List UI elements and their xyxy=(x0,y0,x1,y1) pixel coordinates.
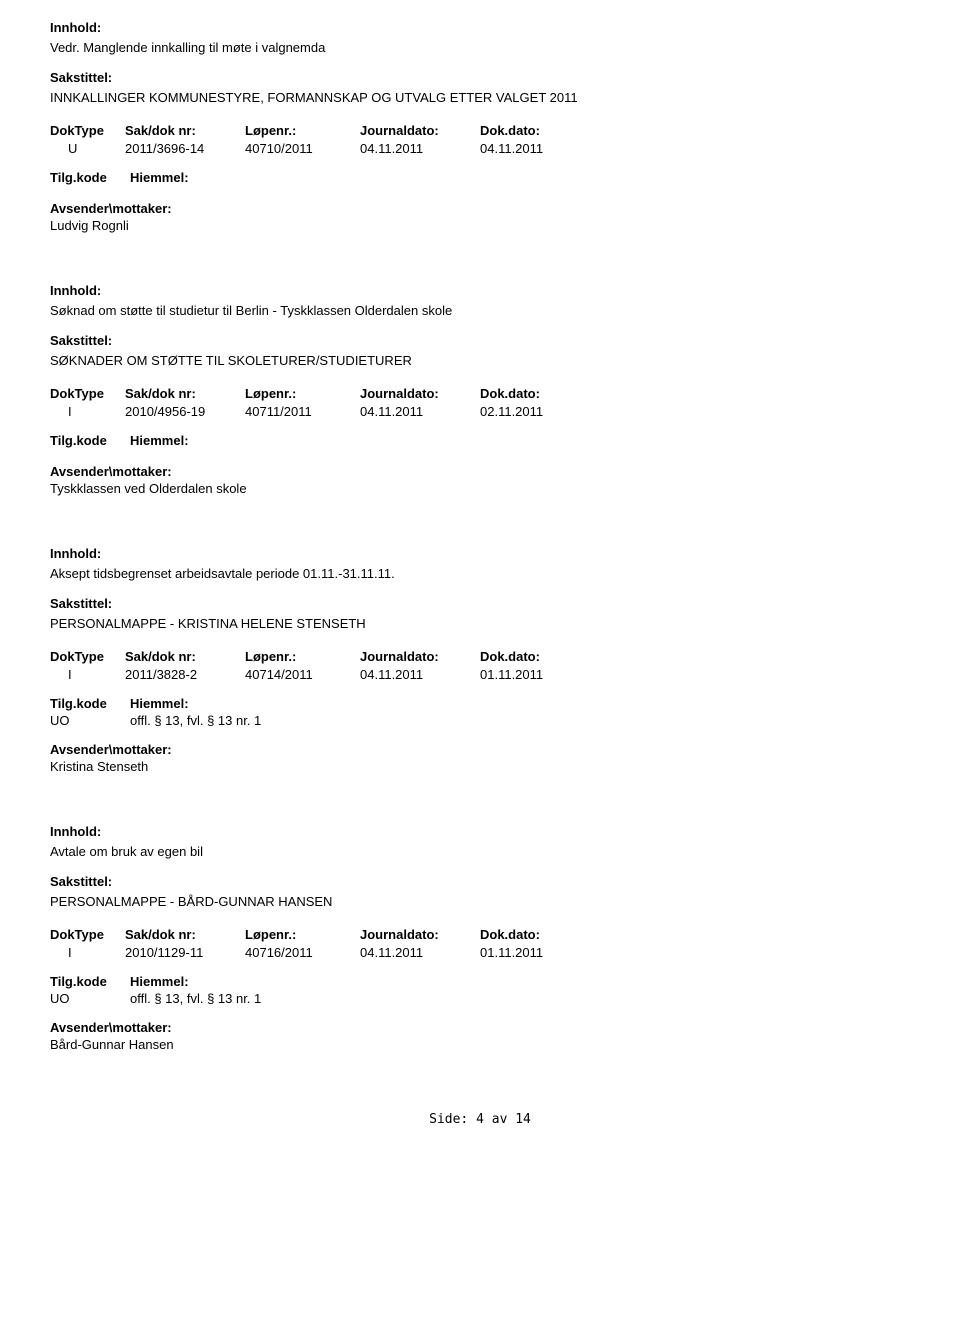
tilg-data-row: UO offl. § 13, fvl. § 13 nr. 1 xyxy=(50,991,910,1006)
document-entry: Innhold: Avtale om bruk av egen bil Saks… xyxy=(50,824,910,1052)
col-doktype-header: DokType xyxy=(50,649,125,664)
col-lopenr-header: Løpenr.: xyxy=(245,927,360,942)
hiemmel-value: offl. § 13, fvl. § 13 nr. 1 xyxy=(130,713,261,728)
avsender-label: Avsender\mottaker: xyxy=(50,1020,910,1035)
case-title: PERSONALMAPPE - BÅRD-GUNNAR HANSEN xyxy=(50,894,910,909)
content-text: Aksept tidsbegrenset arbeidsavtale perio… xyxy=(50,566,910,581)
avsender-label: Avsender\mottaker: xyxy=(50,464,910,479)
page-footer: Side: 4 av 14 xyxy=(50,1112,910,1127)
hiemmel-label: Hiemmel: xyxy=(130,696,189,711)
col-doktype-header: DokType xyxy=(50,123,125,138)
innhold-label: Innhold: xyxy=(50,20,910,35)
col-lopenr-header: Løpenr.: xyxy=(245,649,360,664)
avsender-label: Avsender\mottaker: xyxy=(50,742,910,757)
hiemmel-label: Hiemmel: xyxy=(130,974,189,989)
lopenr-value: 40710/2011 xyxy=(245,141,360,156)
content-text: Søknad om støtte til studietur til Berli… xyxy=(50,303,910,318)
col-doktype-header: DokType xyxy=(50,386,125,401)
tilg-header-row: Tilg.kode Hiemmel: xyxy=(50,433,910,448)
journaldato-value: 04.11.2011 xyxy=(360,945,480,960)
sender-name: Kristina Stenseth xyxy=(50,759,910,774)
innhold-label: Innhold: xyxy=(50,546,910,561)
sakstittel-label: Sakstittel: xyxy=(50,333,910,348)
doktype-value: I xyxy=(50,667,125,682)
col-saknr-header: Sak/dok nr: xyxy=(125,649,245,664)
saknr-value: 2011/3828-2 xyxy=(125,667,245,682)
journaldato-value: 04.11.2011 xyxy=(360,404,480,419)
sender-name: Tyskklassen ved Olderdalen skole xyxy=(50,481,910,496)
document-entry: Innhold: Vedr. Manglende innkalling til … xyxy=(50,20,910,233)
hiemmel-value: offl. § 13, fvl. § 13 nr. 1 xyxy=(130,991,261,1006)
sender-name: Ludvig Rognli xyxy=(50,218,910,233)
col-journaldato-header: Journaldato: xyxy=(360,927,480,942)
table-data-row: U 2011/3696-14 40710/2011 04.11.2011 04.… xyxy=(50,141,910,156)
lopenr-value: 40714/2011 xyxy=(245,667,360,682)
innhold-label: Innhold: xyxy=(50,283,910,298)
tilgcode-value: UO xyxy=(50,991,130,1006)
table-data-row: I 2010/4956-19 40711/2011 04.11.2011 02.… xyxy=(50,404,910,419)
doktype-value: I xyxy=(50,404,125,419)
sakstittel-label: Sakstittel: xyxy=(50,596,910,611)
document-entry: Innhold: Søknad om støtte til studietur … xyxy=(50,283,910,496)
table-data-row: I 2011/3828-2 40714/2011 04.11.2011 01.1… xyxy=(50,667,910,682)
col-lopenr-header: Løpenr.: xyxy=(245,386,360,401)
dokdato-value: 02.11.2011 xyxy=(480,404,600,419)
dokdato-value: 01.11.2011 xyxy=(480,945,600,960)
col-dokdato-header: Dok.dato: xyxy=(480,123,600,138)
table-header-row: DokType Sak/dok nr: Løpenr.: Journaldato… xyxy=(50,123,910,138)
col-saknr-header: Sak/dok nr: xyxy=(125,123,245,138)
dokdato-value: 01.11.2011 xyxy=(480,667,600,682)
saknr-value: 2010/4956-19 xyxy=(125,404,245,419)
doktype-value: U xyxy=(50,141,125,156)
tilgkode-label: Tilg.kode xyxy=(50,433,130,448)
tilgkode-label: Tilg.kode xyxy=(50,696,130,711)
avsender-label: Avsender\mottaker: xyxy=(50,201,910,216)
tilg-header-row: Tilg.kode Hiemmel: xyxy=(50,170,910,185)
hiemmel-label: Hiemmel: xyxy=(130,433,189,448)
dokdato-value: 04.11.2011 xyxy=(480,141,600,156)
content-text: Avtale om bruk av egen bil xyxy=(50,844,910,859)
tilgcode-value: UO xyxy=(50,713,130,728)
content-text: Vedr. Manglende innkalling til møte i va… xyxy=(50,40,910,55)
col-journaldato-header: Journaldato: xyxy=(360,123,480,138)
sakstittel-label: Sakstittel: xyxy=(50,70,910,85)
tilgkode-label: Tilg.kode xyxy=(50,974,130,989)
tilg-data-row: UO offl. § 13, fvl. § 13 nr. 1 xyxy=(50,713,910,728)
col-dokdato-header: Dok.dato: xyxy=(480,927,600,942)
table-data-row: I 2010/1129-11 40716/2011 04.11.2011 01.… xyxy=(50,945,910,960)
innhold-label: Innhold: xyxy=(50,824,910,839)
table-header-row: DokType Sak/dok nr: Løpenr.: Journaldato… xyxy=(50,386,910,401)
lopenr-value: 40716/2011 xyxy=(245,945,360,960)
col-lopenr-header: Løpenr.: xyxy=(245,123,360,138)
document-entry: Innhold: Aksept tidsbegrenset arbeidsavt… xyxy=(50,546,910,774)
case-title: PERSONALMAPPE - KRISTINA HELENE STENSETH xyxy=(50,616,910,631)
col-saknr-header: Sak/dok nr: xyxy=(125,927,245,942)
tilg-header-row: Tilg.kode Hiemmel: xyxy=(50,974,910,989)
journaldato-value: 04.11.2011 xyxy=(360,141,480,156)
sakstittel-label: Sakstittel: xyxy=(50,874,910,889)
col-journaldato-header: Journaldato: xyxy=(360,386,480,401)
tilgkode-label: Tilg.kode xyxy=(50,170,130,185)
saknr-value: 2010/1129-11 xyxy=(125,945,245,960)
table-header-row: DokType Sak/dok nr: Løpenr.: Journaldato… xyxy=(50,927,910,942)
sender-name: Bård-Gunnar Hansen xyxy=(50,1037,910,1052)
table-header-row: DokType Sak/dok nr: Løpenr.: Journaldato… xyxy=(50,649,910,664)
tilg-header-row: Tilg.kode Hiemmel: xyxy=(50,696,910,711)
journaldato-value: 04.11.2011 xyxy=(360,667,480,682)
hiemmel-label: Hiemmel: xyxy=(130,170,189,185)
case-title: INNKALLINGER KOMMUNESTYRE, FORMANNSKAP O… xyxy=(50,90,910,105)
saknr-value: 2011/3696-14 xyxy=(125,141,245,156)
col-dokdato-header: Dok.dato: xyxy=(480,649,600,664)
col-dokdato-header: Dok.dato: xyxy=(480,386,600,401)
lopenr-value: 40711/2011 xyxy=(245,404,360,419)
col-doktype-header: DokType xyxy=(50,927,125,942)
col-saknr-header: Sak/dok nr: xyxy=(125,386,245,401)
case-title: SØKNADER OM STØTTE TIL SKOLETURER/STUDIE… xyxy=(50,353,910,368)
col-journaldato-header: Journaldato: xyxy=(360,649,480,664)
doktype-value: I xyxy=(50,945,125,960)
